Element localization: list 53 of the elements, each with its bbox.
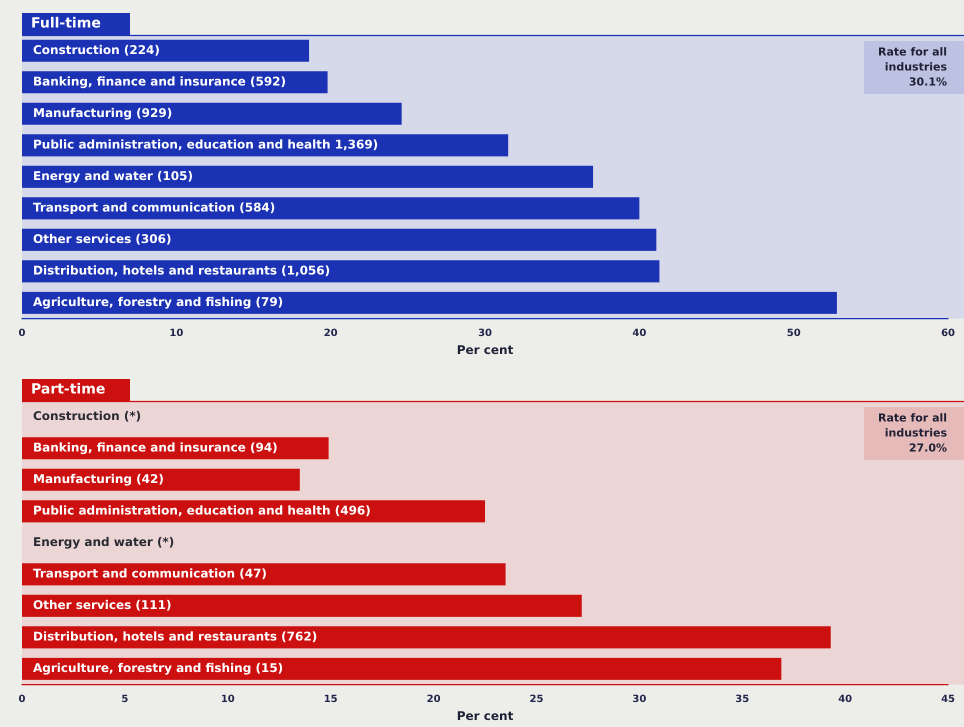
annotation: Rate for all industries 30.1% [878,45,948,88]
y-tick-label: Agriculture, forestry and fishing (15) [33,660,284,675]
y-tick-label: Public administration, education and health 1,369) [33,137,378,152]
y-tick-label: Public administration, education and health (496) [33,503,371,518]
bar [22,197,640,220]
y-tick-label: Manufacturing (929) [33,106,172,120]
bar [22,594,582,617]
bar [22,102,402,125]
x-tick-label: 0 [18,694,26,706]
x-tick-label: 40 [838,694,852,706]
y-tick-label: Banking, finance and insurance (94) [33,440,278,454]
x-tick-label: 20 [426,694,441,706]
y-tick-label: Construction (224) [33,42,160,57]
x-tick-label: 5 [121,694,128,706]
x-axis-title: Per cent [456,342,514,357]
y-tick-label: Energy and water (105) [33,168,193,183]
x-tick-label: 35 [735,694,750,706]
y-tick-label: Energy and water (*) [33,534,174,549]
bar [22,260,660,282]
bar [22,468,300,491]
x-tick-label: 30 [632,694,646,706]
bar [22,228,656,251]
y-tick-label: Construction (*) [33,408,142,423]
x-tick-label: 30 [478,328,492,340]
x-tick-label: 60 [941,328,956,340]
chart-title: Full-time [31,16,101,32]
x-axis-title: Per cent [456,708,514,723]
x-tick-label: 10 [169,328,184,340]
annotation: Rate for all industries 27.0% [878,411,948,454]
y-tick-label: Other services (306) [33,232,172,246]
bar [22,658,782,680]
bar [22,626,831,648]
y-tick-label: Distribution, hotels and restaurants (1,056) [33,263,330,278]
x-tick-label: 45 [941,694,956,706]
bar [22,166,594,188]
y-tick-label: Manufacturing (42) [33,472,164,486]
x-tick-label: 40 [632,328,646,340]
x-tick-label: 50 [786,328,801,340]
bar [22,40,310,62]
x-tick-label: 20 [324,328,338,340]
y-tick-label: Banking, finance and insurance (592) [33,74,286,88]
y-tick-label: Other services (111) [33,598,172,612]
bar [22,292,837,314]
x-tick-label: 25 [530,694,544,706]
y-tick-label: Transport and communication (47) [33,566,267,580]
chart-title: Part-time [31,382,106,398]
y-tick-label: Agriculture, forestry and fishing (79) [33,294,284,309]
x-tick-label: 10 [220,694,235,706]
y-tick-label: Transport and communication (584) [33,200,276,214]
x-tick-label: 0 [18,328,26,340]
bar [22,563,506,586]
x-tick-label: 15 [324,694,338,706]
y-tick-label: Distribution, hotels and restaurants (762) [33,629,318,644]
